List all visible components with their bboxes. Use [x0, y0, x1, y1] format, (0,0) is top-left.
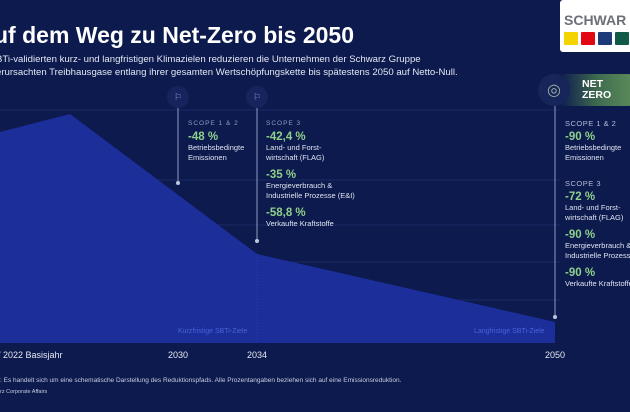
milestone-2050: SCOPE 1 & 2 -90 % Betriebsbedingte Emiss… [565, 119, 630, 289]
x-tick-label: 2034 [247, 350, 268, 360]
brand-prezero-icon [615, 32, 629, 45]
marker-dot-2050 [553, 315, 557, 319]
reduction-desc: Betriebsbedingte Emissionen [565, 143, 622, 162]
source: rz Corporate Affairs [0, 389, 48, 395]
reduction-desc: Land- und Forst-wirtschaft (FLAG) [266, 143, 325, 162]
reduction-desc: Energieverbrauch & Industrielle Prozesse… [266, 181, 355, 200]
long-term-target-label: Langfristige SBTi-Ziele [474, 328, 545, 335]
scope-label: SCOPE 3 [266, 120, 302, 127]
subtitle-line1: BTi-validierten kurz- und langfristigen … [0, 54, 421, 65]
x-tick-label: / 2022 Basisjahr [0, 350, 63, 360]
reduction-desc: Land- und Forst-wirtschaft (FLAG) [565, 203, 624, 222]
globe-leaf-icon: ◎ [538, 74, 570, 106]
emissions-area [0, 114, 555, 343]
reduction-desc: Betriebsbedingte Emissionen [188, 143, 245, 162]
reduction-value: -72 % [565, 191, 596, 203]
page-title: uf dem Weg zu Net-Zero bis 2050 [0, 22, 354, 48]
net-zero-line1: NET [582, 78, 603, 90]
reduction-value: -90 % [565, 131, 596, 143]
reduction-value: -58,8 % [266, 207, 306, 219]
flag-icon: ⚐ [246, 86, 268, 108]
short-term-target-label: Kurzfristige SBTi-Ziele [178, 328, 248, 335]
brand-lidl-icon [564, 32, 578, 45]
subtitle-line2: erursachten Treibhausgase entlang ihrer … [0, 67, 458, 78]
reduction-desc: Verkaufte Kraftstoffe [565, 279, 630, 288]
reduction-value: -90 % [565, 229, 596, 241]
flag-icon: ⚐ [167, 86, 189, 108]
net-zero-line2: ZERO [582, 89, 612, 101]
brand-schwarz-produktion-icon [598, 32, 612, 45]
scope-label: SCOPE 1 & 2 [565, 119, 617, 128]
reduction-desc: Verkaufte Kraftstoffe [266, 219, 334, 228]
brand-kaufland-icon [581, 32, 595, 45]
footnote: : Es handelt sich um eine schematische D… [0, 377, 402, 384]
scope-label: SCOPE 3 [565, 179, 602, 188]
reduction-value: -90 % [565, 267, 596, 279]
x-tick-label: 2050 [545, 350, 566, 360]
milestone-2030: SCOPE 1 & 2 -48 % Betriebsbedingte Emiss… [188, 120, 258, 163]
x-tick-label: 2030 [168, 350, 189, 360]
scope-label: SCOPE 1 & 2 [188, 120, 239, 127]
reduction-value: -48 % [188, 131, 219, 143]
reduction-value: -35 % [266, 169, 297, 181]
logo-text: SCHWAR [564, 12, 627, 28]
marker-dot-2030 [176, 181, 180, 185]
marker-dot-2034 [255, 239, 259, 243]
reduction-desc: Energieverbrauch & Industrielle Prozesse [565, 241, 630, 260]
reduction-value: -42,4 % [266, 131, 306, 143]
milestone-2034: SCOPE 3 -42,4 % Land- und Forst-wirtscha… [266, 120, 366, 229]
